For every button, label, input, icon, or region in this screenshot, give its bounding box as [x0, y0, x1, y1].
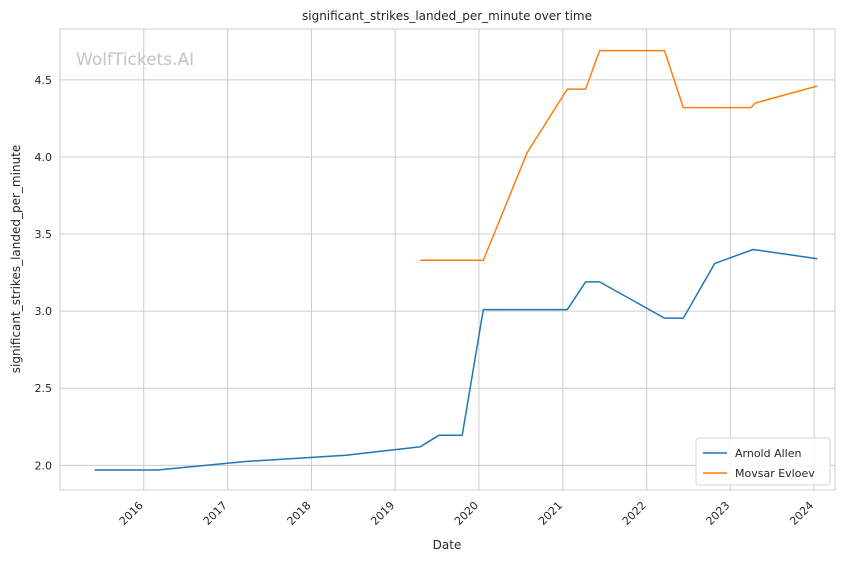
y-tick-label: 4.0: [35, 151, 53, 164]
y-tick-label: 4.5: [35, 74, 53, 87]
series-line-movsar-evloev: [420, 49, 818, 262]
x-tick-label: 2018: [285, 499, 314, 528]
series-line-arnold-allen: [94, 248, 818, 471]
y-axis-title: significant_strikes_landed_per_minute: [9, 145, 23, 374]
legend-label-movsar-evloev: Movsar Evloev: [735, 467, 815, 480]
x-tick-label: 2017: [201, 499, 230, 528]
series-layer: [94, 49, 818, 471]
y-tick-label: 2.5: [35, 382, 53, 395]
x-tick-label: 2024: [787, 499, 816, 528]
legend: Arnold Allen Movsar Evloev: [695, 437, 831, 486]
y-tick-label: 3.5: [35, 228, 53, 241]
x-tick-label: 2023: [704, 499, 733, 528]
chart-title: significant_strikes_landed_per_minute ov…: [302, 9, 592, 23]
y-tick-label: 3.0: [35, 305, 53, 318]
x-tick-label: 2019: [368, 499, 397, 528]
plot-frame: [59, 28, 836, 491]
x-axis-title: Date: [433, 538, 462, 552]
grid: [60, 29, 835, 490]
x-tick-label: 2021: [536, 499, 565, 528]
x-tick-label: 2016: [117, 499, 146, 528]
y-tick-label: 2.0: [35, 459, 53, 472]
watermark: WolfTickets.AI: [76, 50, 194, 70]
x-tick-label: 2022: [620, 499, 649, 528]
legend-box: [695, 437, 831, 486]
legend-label-arnold-allen: Arnold Allen: [735, 447, 801, 460]
x-tick-label: 2020: [452, 499, 481, 528]
